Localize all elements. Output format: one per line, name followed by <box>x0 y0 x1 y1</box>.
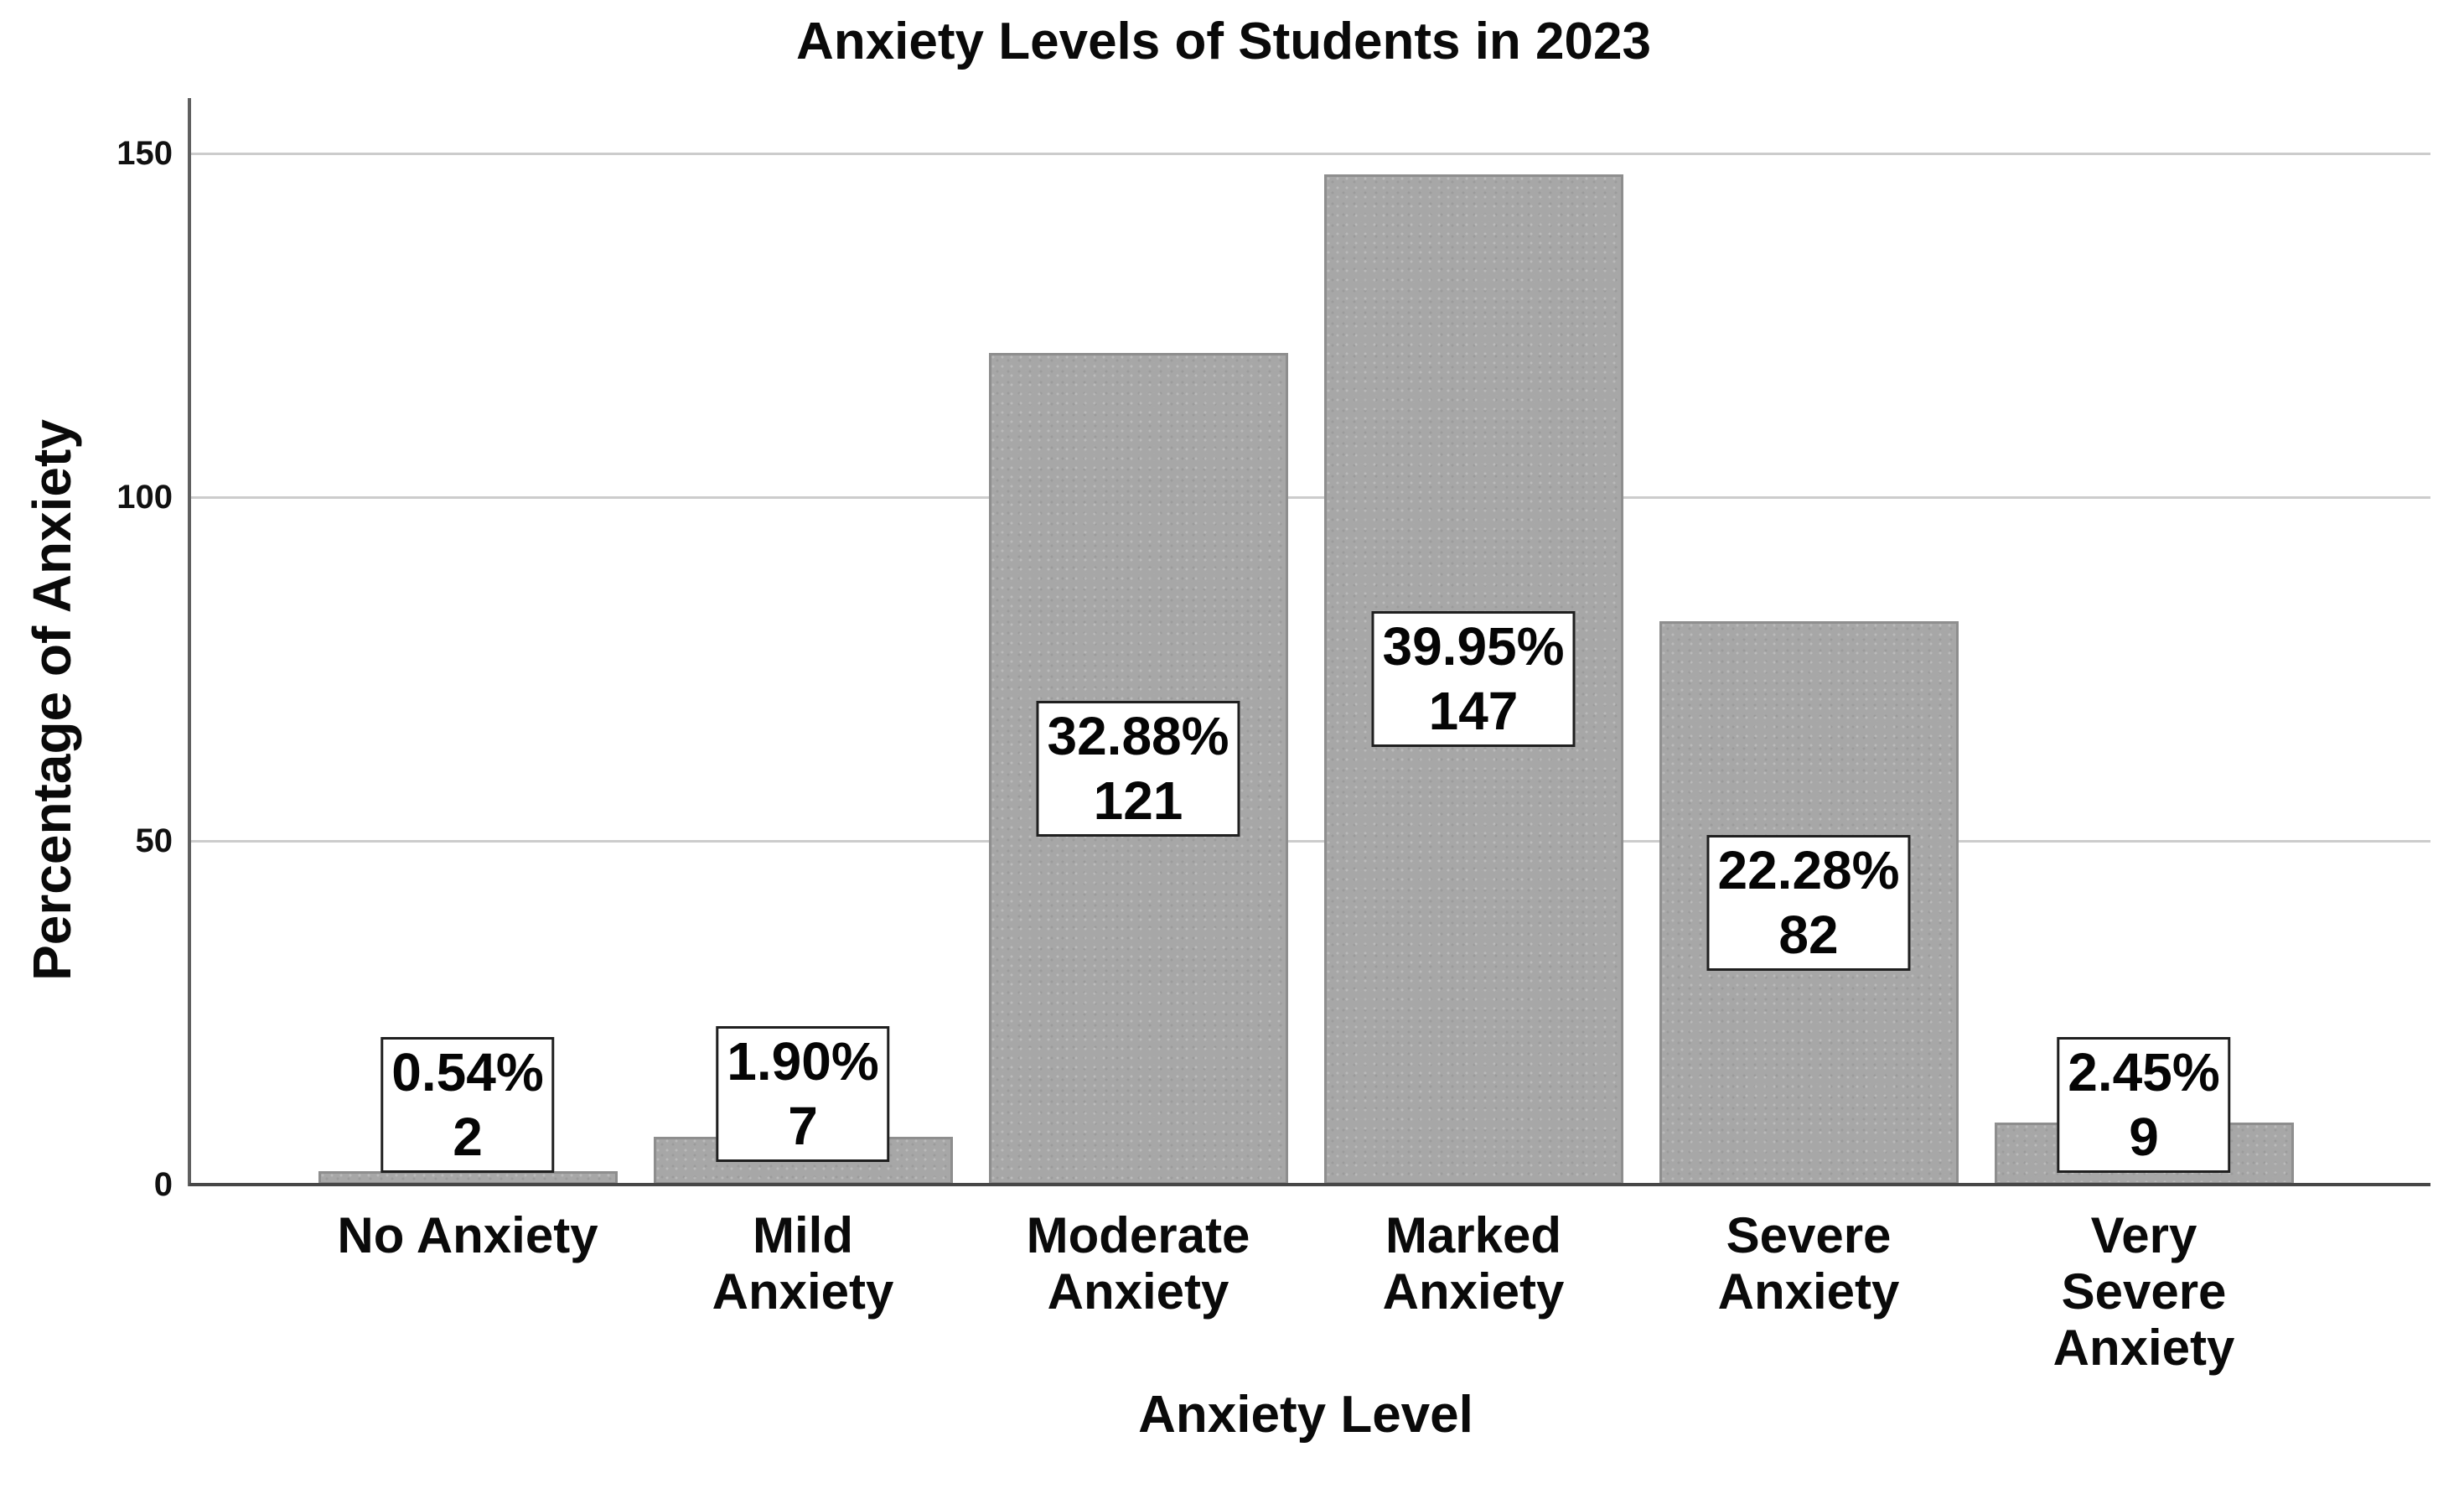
x-category-label-line: Severe <box>1726 1207 1892 1263</box>
x-category-label-line: Severe <box>2061 1263 2227 1320</box>
x-category-label-line: Anxiety <box>2052 1320 2235 1376</box>
x-category-label-line: Anxiety <box>1382 1263 1565 1320</box>
x-category-label-moderate-anxiety: Moderate Anxiety <box>962 1207 1314 1320</box>
value-label-no-anxiety: 0.54% 2 <box>380 1037 555 1173</box>
x-category-label-line: Very <box>2090 1207 2197 1263</box>
value-label-severe-anxiety: 22.28% 82 <box>1706 834 1911 971</box>
count-label: 9 <box>2129 1107 2159 1167</box>
x-category-label-line: Moderate <box>1026 1207 1250 1263</box>
x-category-label-severe-anxiety: Severe Anxiety <box>1633 1207 1985 1320</box>
x-category-label-line: Marked <box>1385 1207 1562 1263</box>
count-label: 121 <box>1093 770 1183 831</box>
gridline-100 <box>189 495 2430 499</box>
x-axis-line <box>189 1183 2430 1186</box>
percent-label: 2.45% <box>2068 1042 2220 1102</box>
x-axis-title: Anxiety Level <box>1138 1386 1473 1444</box>
y-tick-label-0: 0 <box>153 1166 173 1203</box>
chart-title: Anxiety Levels of Students in 2023 <box>796 13 1651 70</box>
count-label: 2 <box>453 1107 483 1167</box>
value-label-very-severe-anxiety: 2.45% 9 <box>2057 1037 2231 1173</box>
value-label-moderate-anxiety: 32.88% 121 <box>1036 700 1240 837</box>
percent-label: 0.54% <box>391 1042 544 1102</box>
x-category-label-line: Mild <box>753 1207 853 1263</box>
value-label-marked-anxiety: 39.95% 147 <box>1371 611 1576 748</box>
x-category-label-no-anxiety: No Anxiety <box>292 1207 644 1263</box>
count-label: 147 <box>1428 681 1519 742</box>
percent-label: 1.90% <box>727 1031 879 1092</box>
y-tick-label-150: 150 <box>116 135 173 172</box>
x-category-label-line: Anxiety <box>1047 1263 1229 1320</box>
count-label: 82 <box>1778 904 1839 965</box>
percent-label: 39.95% <box>1382 616 1565 677</box>
gridline-50 <box>189 839 2430 843</box>
y-axis-line <box>188 98 191 1186</box>
value-label-mild-anxiety: 1.90% 7 <box>716 1026 890 1162</box>
percent-label: 32.88% <box>1047 705 1229 766</box>
x-category-label-line: Anxiety <box>712 1263 894 1320</box>
y-tick-label-50: 50 <box>135 822 173 859</box>
x-category-label-line: Anxiety <box>1717 1263 1900 1320</box>
x-category-label-very-severe-anxiety: Very Severe Anxiety <box>1968 1207 2320 1376</box>
count-label: 7 <box>788 1096 818 1156</box>
gridline-150 <box>189 152 2430 155</box>
y-tick-label-100: 100 <box>116 479 173 516</box>
percent-label: 22.28% <box>1717 839 1900 900</box>
x-category-label-marked-anxiety: Marked Anxiety <box>1297 1207 1649 1320</box>
x-category-label-line: No Anxiety <box>337 1207 598 1263</box>
x-category-label-mild-anxiety: Mild Anxiety <box>627 1207 979 1320</box>
